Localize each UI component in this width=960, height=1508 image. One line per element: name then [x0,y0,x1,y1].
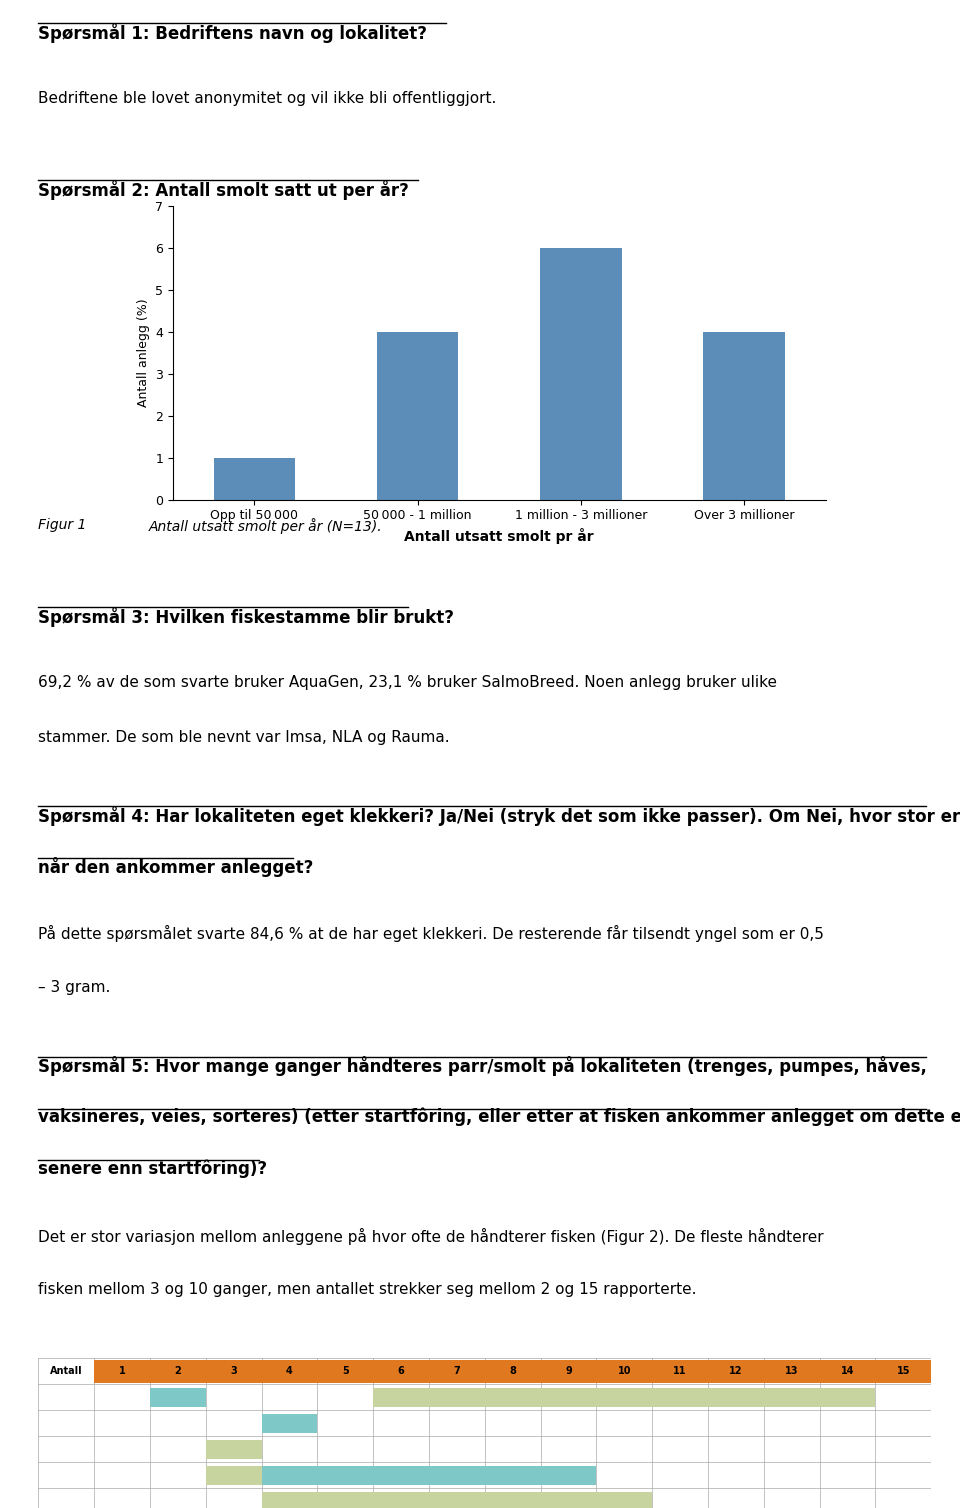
Text: – 3 gram.: – 3 gram. [38,980,110,995]
Bar [213,458,296,499]
Text: når den ankommer anlegget?: når den ankommer anlegget? [38,857,314,878]
Text: Det er stor variasjon mellom anleggene på hvor ofte de håndterer fisken (Figur 2: Det er stor variasjon mellom anleggene p… [38,1228,824,1244]
X-axis label: Antall utsatt smolt pr år: Antall utsatt smolt pr år [404,528,594,544]
Text: 2: 2 [175,1366,181,1377]
Text: 1: 1 [119,1366,126,1377]
Text: Spørsmål 5: Hvor mange ganger håndteres parr/smolt på lokaliteten (trenges, pump: Spørsmål 5: Hvor mange ganger håndteres … [38,1056,927,1077]
Bar [540,247,622,499]
Bar [205,1440,261,1460]
Text: 6: 6 [397,1366,404,1377]
Bar [261,1413,318,1433]
Text: Spørsmål 2: Antall smolt satt ut per år?: Spørsmål 2: Antall smolt satt ut per år? [38,179,409,199]
Text: Bedriftene ble lovet anonymitet og vil ikke bli offentliggjort.: Bedriftene ble lovet anonymitet og vil i… [38,90,496,106]
Text: 4: 4 [286,1366,293,1377]
Bar [261,1466,596,1485]
Bar [94,1360,931,1383]
Bar [261,1491,318,1508]
Text: 7: 7 [453,1366,460,1377]
Text: senere enn startfôring)?: senere enn startfôring)? [38,1160,268,1178]
Bar [150,1387,205,1407]
Text: fisken mellom 3 og 10 ganger, men antallet strekker seg mellom 2 og 15 rapporter: fisken mellom 3 og 10 ganger, men antall… [38,1282,697,1297]
Text: 10: 10 [617,1366,631,1377]
Text: 13: 13 [785,1366,799,1377]
Text: Figur 1: Figur 1 [38,517,86,532]
Text: 15: 15 [897,1366,910,1377]
Bar [704,332,785,499]
Y-axis label: Antall anlegg (%): Antall anlegg (%) [136,299,150,407]
Text: 69,2 % av de som svarte bruker AquaGen, 23,1 % bruker SalmoBreed. Noen anlegg br: 69,2 % av de som svarte bruker AquaGen, … [38,674,778,689]
Bar [377,332,459,499]
Text: Spørsmål 3: Hvilken fiskestamme blir brukt?: Spørsmål 3: Hvilken fiskestamme blir bru… [38,606,454,626]
Text: 12: 12 [730,1366,743,1377]
Text: 8: 8 [509,1366,516,1377]
Text: Spørsmål 4: Har lokaliteten eget klekkeri? Ja/Nei (stryk det som ikke passer). O: Spørsmål 4: Har lokaliteten eget klekker… [38,805,960,826]
Text: Antall utsatt smolt per år (N=13).: Antall utsatt smolt per år (N=13). [149,517,382,534]
Text: 5: 5 [342,1366,348,1377]
Text: 9: 9 [565,1366,572,1377]
Bar [205,1466,261,1485]
Text: 8: 8 [475,1470,485,1485]
Text: 14: 14 [841,1366,854,1377]
Bar [373,1387,876,1407]
Text: Spørsmål 1: Bedriftens navn og lokalitet?: Spørsmål 1: Bedriftens navn og lokalitet… [38,23,427,42]
Text: 3: 3 [230,1366,237,1377]
Text: 11: 11 [673,1366,686,1377]
Bar [261,1491,652,1508]
Text: stammer. De som ble nevnt var Imsa, NLA og Rauma.: stammer. De som ble nevnt var Imsa, NLA … [38,730,450,745]
Text: vaksineres, veies, sorteres) (etter startfôring, eller etter at fisken ankommer : vaksineres, veies, sorteres) (etter star… [38,1108,960,1126]
Text: Antall: Antall [50,1366,83,1377]
Text: På dette spørsmålet svarte 84,6 % at de har eget klekkeri. De resterende får til: På dette spørsmålet svarte 84,6 % at de … [38,926,825,942]
